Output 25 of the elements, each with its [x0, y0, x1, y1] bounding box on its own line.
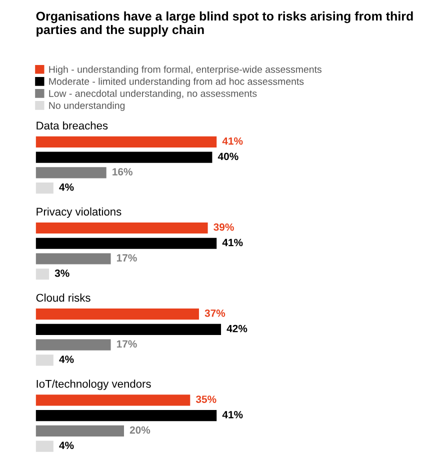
data-label: 4%	[59, 442, 74, 450]
legend-label: No understanding	[49, 102, 125, 111]
data-label: 39%	[214, 223, 234, 231]
data-label: 37%	[204, 310, 226, 317]
data-label: 41%	[222, 410, 243, 418]
data-label: 17%	[116, 254, 137, 262]
data-label: 40%	[218, 152, 238, 160]
y-tick-label: Data breaches	[36, 121, 108, 130]
y-tick-label: IoT/technology vendors	[36, 380, 151, 390]
data-label: 4%	[59, 183, 74, 191]
data-label: 16%	[112, 168, 132, 176]
legend-label: Low - anecdotal understanding, no assessments	[49, 90, 257, 99]
y-tick-label: Cloud risks	[36, 294, 90, 302]
data-label: 41%	[222, 137, 243, 145]
data-label: 42%	[226, 324, 248, 332]
legend-label: High - understanding from formal, enterprise-wide assessments	[49, 66, 322, 75]
data-label: 17%	[116, 340, 137, 348]
data-label: 4%	[59, 356, 74, 363]
data-label: 35%	[196, 396, 216, 403]
chart-title: Organisations have a large blind spot to risks arising from third parties and the supply chain	[36, 11, 413, 37]
data-label: 3%	[54, 270, 70, 277]
data-label: 20%	[130, 426, 150, 434]
y-tick-label: Privacy violations	[36, 207, 122, 218]
legend-label: Moderate - limited understanding from ad hoc assessments	[49, 78, 304, 87]
data-label: 41%	[222, 238, 243, 246]
